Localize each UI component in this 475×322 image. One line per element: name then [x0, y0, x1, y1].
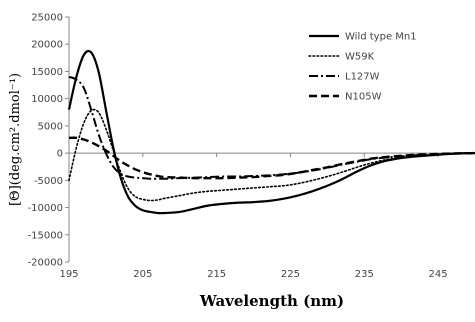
- x-tick-label: 215: [207, 269, 226, 280]
- series-line-1: [67, 49, 475, 215]
- y-axis-title: [Θ](deg.cm².dmol⁻¹): [8, 73, 23, 206]
- x-tick-label: 225: [281, 269, 300, 280]
- x-tick-label: 235: [355, 269, 374, 280]
- y-tick-label: 20000: [31, 40, 63, 51]
- y-tick-label: -15000: [28, 230, 63, 241]
- series-line-4: [68, 136, 475, 180]
- legend-label: L127W: [345, 72, 380, 83]
- legend-label: W59K: [345, 52, 375, 63]
- legend-label: N105W: [345, 92, 382, 103]
- y-tick-label: 25000: [31, 13, 63, 24]
- y-tick-label: -20000: [28, 258, 63, 269]
- axes-layer: -20000 -15000 -10000 -5000 0 5000 10000 15000 20…: [28, 13, 475, 280]
- y-tick-label: 15000: [31, 67, 63, 78]
- x-axis-title: Wavelength (nm): [199, 292, 344, 310]
- series-layer: [67, 49, 475, 215]
- y-tick-label: -10000: [28, 203, 63, 214]
- legend: Wild type Mn1 W59K L127W N105W: [308, 32, 417, 103]
- y-tick-label: 0: [57, 149, 63, 160]
- x-tick-label: 195: [59, 269, 78, 280]
- legend-label: Wild type Mn1: [345, 32, 417, 43]
- x-tick-label: 245: [429, 269, 448, 280]
- y-tick-label: 5000: [38, 121, 63, 132]
- y-tick-label: -5000: [34, 176, 63, 187]
- series-line-3: [68, 75, 475, 180]
- y-tick-label: 10000: [31, 94, 63, 105]
- series-line-2: [68, 108, 475, 202]
- x-tick-label: 205: [133, 269, 152, 280]
